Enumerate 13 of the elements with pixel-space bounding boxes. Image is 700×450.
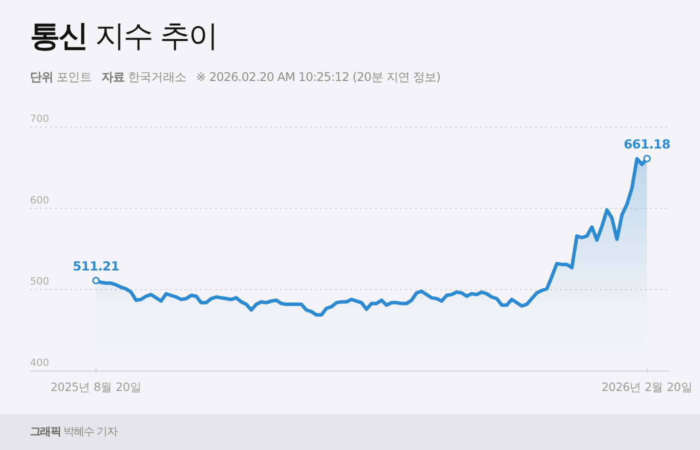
y-tick-label: 600 xyxy=(30,195,50,206)
text: 그래픽 박혜수 기자 xyxy=(30,425,118,438)
chart-subtitle: 단위 포인트 xyxy=(30,69,92,86)
data-label: 661.18 xyxy=(624,136,670,152)
y-tick-label: 500 xyxy=(30,276,50,288)
text: 자료 한국거래소 xyxy=(101,69,186,86)
y-tick-label: 700 xyxy=(30,114,50,125)
x-tick-label: 2026년 2월 20일 xyxy=(602,380,692,394)
x-tick-label: 2025년 8월 20일 xyxy=(50,380,142,394)
data-label: 511.21 xyxy=(72,258,120,274)
text: ※ 2026.02.20 AM 10:25:12 (20분 지연 정보) xyxy=(196,69,440,86)
chart-title: 통신 지수 추이 xyxy=(30,19,218,54)
y-tick-label: 400 xyxy=(30,358,50,369)
